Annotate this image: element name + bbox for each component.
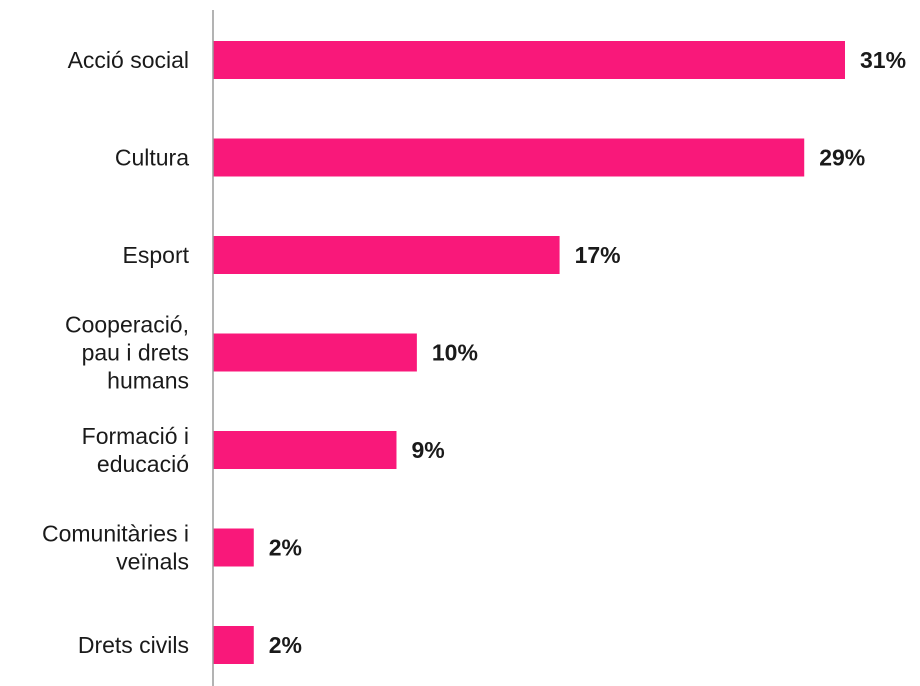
bar: [213, 333, 417, 372]
bars-group: [213, 41, 845, 664]
category-labels-group: Acció social Cultura Esport Cooperació, pau …: [42, 47, 190, 658]
bar: [213, 41, 845, 79]
bar: [213, 431, 397, 469]
category-label: Comunitàries i veïnals: [42, 521, 189, 575]
category-label-line: pau i drets: [82, 340, 189, 366]
category-label: Cooperació, pau i drets humans: [65, 312, 189, 394]
category-label-line: Comunitàries i: [42, 521, 189, 547]
bar: [213, 138, 805, 177]
category-label: Acció social: [68, 47, 189, 73]
category-label-line: Formació i: [82, 423, 189, 449]
bar: [213, 626, 254, 664]
bar: [213, 528, 254, 567]
value-label: 31%: [860, 47, 906, 73]
value-label: 10%: [432, 340, 478, 366]
category-label-line: Drets civils: [78, 632, 189, 658]
category-label-line: Cooperació,: [65, 312, 189, 338]
value-label: 2%: [269, 632, 302, 658]
bar: [213, 236, 560, 274]
value-label: 17%: [575, 242, 621, 268]
category-label-line: veïnals: [116, 549, 189, 575]
category-label-line: Esport: [123, 242, 190, 268]
value-label: 9%: [411, 437, 444, 463]
value-labels-group: 31% 29% 17% 10% 9% 2% 2%: [269, 47, 906, 658]
category-label: Drets civils: [78, 632, 189, 658]
category-label: Cultura: [115, 145, 189, 171]
value-label: 29%: [819, 145, 865, 171]
category-label-line: Acció social: [68, 47, 189, 73]
category-label-line: Cultura: [115, 145, 189, 171]
category-label-line: humans: [107, 368, 189, 394]
value-label: 2%: [269, 535, 302, 561]
category-label: Formació i educació: [82, 423, 189, 477]
category-label: Esport: [123, 242, 190, 268]
category-label-line: educació: [97, 451, 189, 477]
